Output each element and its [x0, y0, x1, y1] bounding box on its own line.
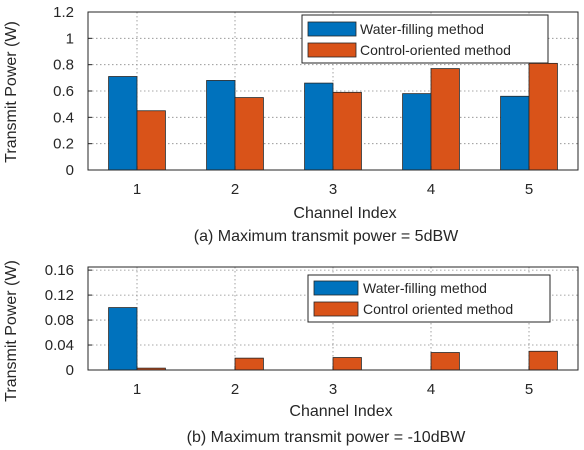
- x-tick-label-a-2: 3: [329, 181, 337, 198]
- legend-label-b-0: Water-filling method: [363, 280, 487, 296]
- y-tick-label-b-0: 0: [66, 362, 74, 379]
- y-tick-label-a-6: 1.2: [53, 4, 74, 21]
- legend-b: Water-filling method Control oriented me…: [307, 274, 551, 323]
- caption-b: (b) Maximum transmit power = -10dBW: [187, 429, 467, 446]
- y-ticks-a: 0 0.2 0.4 0.6 0.8 1 1.2: [53, 4, 92, 179]
- x-tick-label-a-3: 4: [427, 181, 435, 198]
- caption-a: (a) Maximum transmit power = 5dBW: [194, 228, 459, 245]
- chart-panel-a: 0 0.2 0.4 0.6 0.8 1 1.2 1 2 3 4 5 Channel Index Tr…: [3, 4, 579, 245]
- x-tick-label-b-3: 4: [427, 381, 435, 398]
- x-tick-label-a-1: 2: [231, 181, 239, 198]
- legend-a: Water-filling method Control-oriented me…: [301, 14, 549, 64]
- y-tick-label-a-1: 0.2: [53, 136, 74, 153]
- legend-swatch-b-0: [313, 280, 359, 296]
- x-tick-label-b-4: 5: [525, 381, 533, 398]
- x-axis-label-a: Channel Index: [293, 205, 396, 222]
- y-tick-label-b-1: 0.04: [45, 337, 74, 354]
- x-ticks-b: 1 2 3 4 5: [133, 366, 533, 398]
- y-tick-label-a-0: 0: [66, 162, 74, 179]
- x-ticks-a: 1 2 3 4 5: [133, 166, 533, 198]
- legend-label-a-0: Water-filling method: [360, 21, 484, 37]
- x-tick-label-b-1: 2: [231, 381, 239, 398]
- y-axis-label-a: Transmit Power (W): [3, 21, 20, 163]
- legend-swatch-a-0: [307, 21, 357, 37]
- y-tick-label-b-3: 0.12: [45, 287, 74, 304]
- bar-a-series-1-ch-1: [136, 110, 166, 171]
- y-tick-label-a-5: 1: [66, 30, 74, 47]
- y-axis-label-b: Transmit Power (W): [3, 260, 20, 402]
- bar-a-series-0-ch-5: [500, 95, 530, 171]
- legend-label-a-1: Control-oriented method: [360, 42, 511, 58]
- bar-b-series-1-ch-2: [234, 357, 264, 371]
- bar-a-series-0-ch-1: [108, 76, 138, 171]
- x-axis-label-b: Channel Index: [289, 403, 392, 420]
- y-tick-label-a-3: 0.6: [53, 83, 74, 100]
- bar-a-series-1-ch-3: [332, 91, 362, 171]
- legend-swatch-b-1: [313, 301, 359, 317]
- y-tick-label-b-2: 0.08: [45, 312, 74, 329]
- bar-b-series-1-ch-4: [430, 352, 460, 371]
- bar-a-series-0-ch-4: [402, 93, 432, 171]
- bar-a-series-1-ch-2: [234, 97, 264, 171]
- bar-a-series-1-ch-5: [528, 62, 558, 171]
- legend-label-b-1: Control oriented method: [363, 301, 513, 317]
- x-tick-label-b-0: 1: [133, 381, 141, 398]
- y-ticks-b: 0 0.04 0.08 0.12 0.16: [45, 262, 92, 379]
- bar-a-series-0-ch-3: [304, 82, 334, 171]
- x-tick-label-b-2: 3: [329, 381, 337, 398]
- chart-panel-b: 0 0.04 0.08 0.12 0.16 1 2 3 4 5 Channel Index Tr…: [3, 260, 579, 446]
- bar-b-series-1-ch-3: [332, 357, 362, 371]
- bar-a-series-0-ch-2: [206, 80, 236, 171]
- bar-b-series-1-ch-5: [528, 350, 558, 371]
- legend-swatch-a-1: [307, 42, 357, 58]
- bar-b-series-0-ch-1: [108, 307, 138, 371]
- y-tick-label-a-2: 0.4: [53, 109, 74, 126]
- x-tick-label-a-4: 5: [525, 181, 533, 198]
- y-tick-label-a-4: 0.8: [53, 57, 74, 74]
- x-tick-label-a-0: 1: [133, 181, 141, 198]
- bars-a: [108, 62, 558, 171]
- bar-a-series-1-ch-4: [430, 68, 460, 171]
- y-tick-label-b-4: 0.16: [45, 262, 74, 279]
